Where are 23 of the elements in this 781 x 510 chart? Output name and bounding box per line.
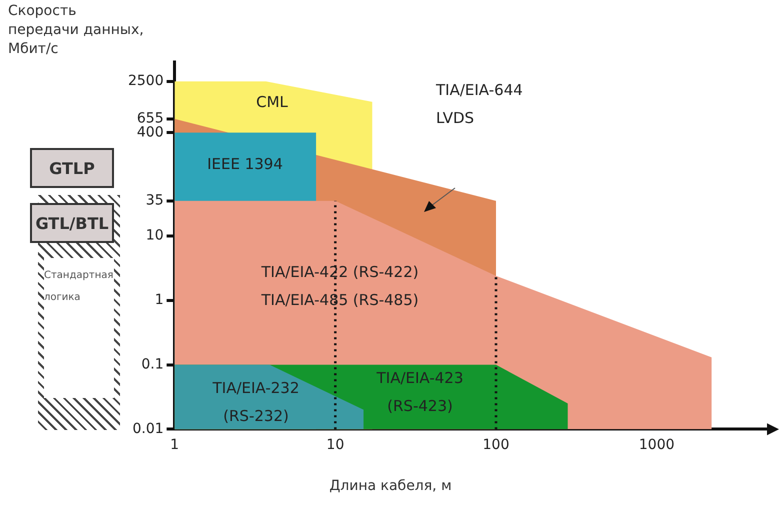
annotation: TIA/EIA-644 LVDS	[435, 80, 523, 127]
annotation: TIA/EIA-232 (RS-232)	[212, 378, 300, 425]
y-tick-label: 0.1	[141, 356, 164, 372]
x-tick-label: 10	[326, 437, 344, 454]
x-tick-label: 100	[482, 437, 510, 454]
x-tick-label: 1	[170, 437, 180, 454]
y-axis-title: Скорость передачи данных, Мбит/с	[8, 2, 144, 59]
annotation: TIA/EIA-422 (RS-422) TIA/EIA-485 (RS-485)	[260, 262, 419, 309]
annotation: IEEE 1394	[207, 154, 283, 173]
annotation: TIA/EIA-423 (RS-423)	[376, 368, 464, 415]
x-tick-label: 1000	[638, 437, 675, 454]
text: Стандартная логика	[44, 269, 114, 305]
y-tick-label: 1	[154, 292, 164, 308]
y-tick-label: 655	[136, 110, 164, 127]
text: GTL/BTL	[30, 203, 114, 243]
x-axis-title: Длина кабеля, м	[328, 478, 453, 494]
annotation: CML	[256, 92, 289, 111]
y-tick-label: 400	[136, 124, 164, 140]
text: GTLP	[30, 148, 114, 188]
y-tick-label: 35	[146, 192, 164, 208]
y-tick-label: 2500	[128, 73, 164, 90]
y-tick-label: 0.01	[132, 420, 164, 437]
y-tick-label: 10	[146, 228, 164, 244]
